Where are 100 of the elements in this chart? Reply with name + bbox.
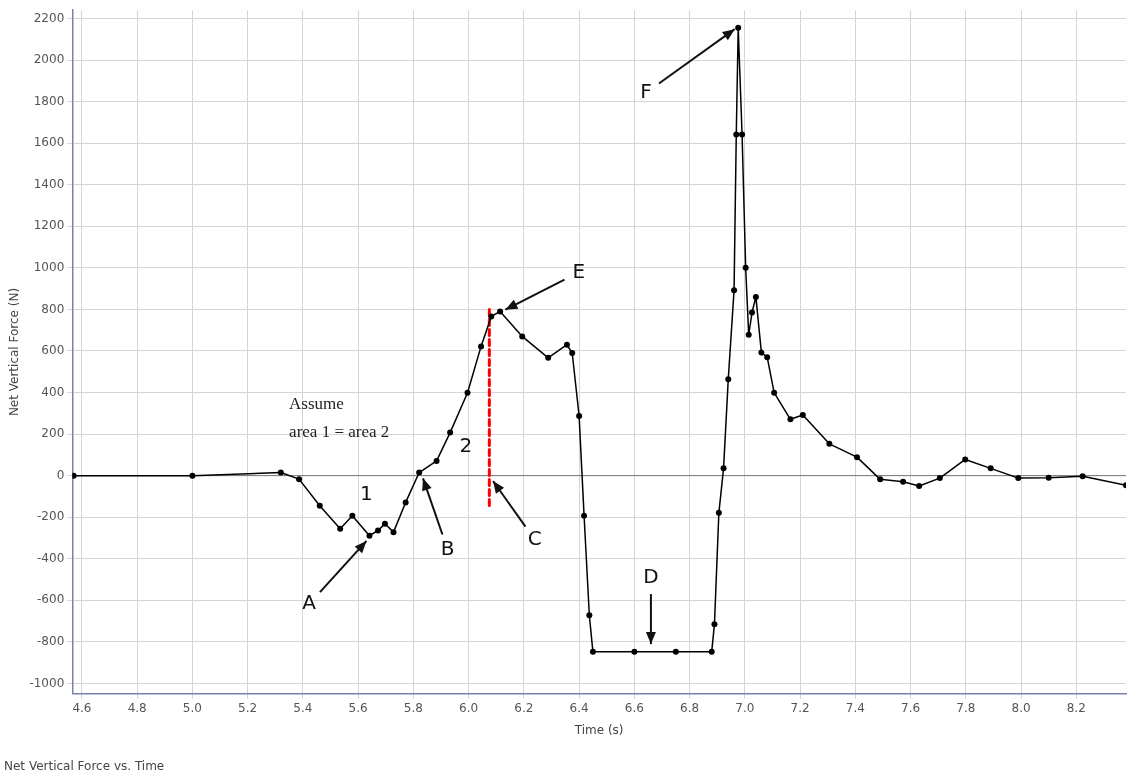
- x-tick-label: 5.4: [293, 701, 313, 716]
- point: [826, 440, 833, 447]
- point: [416, 469, 423, 476]
- point: [749, 309, 756, 316]
- x-tick-label: 8.0: [1011, 701, 1031, 716]
- annotation: C: [527, 525, 542, 550]
- y-tick-label: 2000: [33, 52, 65, 67]
- point: [1045, 474, 1052, 481]
- annotation: Assume area 1 = area 2: [289, 394, 390, 442]
- point: [936, 475, 943, 482]
- x-tick-label: 7.6: [901, 701, 921, 716]
- x-tick-label: 6.2: [514, 701, 534, 716]
- y-tick-label: 800: [41, 301, 65, 316]
- annotation: 2: [459, 433, 473, 458]
- point: [72, 472, 77, 479]
- annotation: D: [643, 564, 659, 589]
- point: [349, 512, 356, 519]
- y-tick-label: 2200: [33, 10, 65, 25]
- point: [1015, 475, 1022, 482]
- point: [189, 472, 196, 479]
- x-tick-label: 5.0: [182, 701, 202, 716]
- text: Net Vertical Force vs. Time: [4, 758, 165, 773]
- annotation: B: [440, 535, 455, 560]
- point: [771, 389, 778, 396]
- point: [720, 465, 727, 472]
- y-tick-label: -600: [37, 592, 65, 607]
- point: [739, 131, 746, 138]
- x-tick-label: 7.4: [845, 701, 865, 716]
- point: [787, 416, 794, 423]
- point: [464, 389, 471, 396]
- point: [725, 376, 732, 383]
- point: [375, 527, 382, 534]
- x-tick-label: 6.8: [680, 701, 700, 716]
- x-tick-label: 6.6: [624, 701, 644, 716]
- point: [519, 333, 526, 340]
- y-tick-label: 1800: [33, 93, 65, 108]
- point: [447, 429, 454, 436]
- point: [390, 529, 397, 536]
- x-tick-label: 7.2: [790, 701, 810, 716]
- point: [576, 413, 583, 419]
- point: [708, 648, 715, 655]
- point: [715, 509, 722, 516]
- y-tick-label: 600: [41, 343, 65, 358]
- annotation: E: [572, 258, 586, 283]
- point: [735, 24, 742, 31]
- annotation: 1: [360, 480, 373, 505]
- point: [581, 512, 588, 519]
- x-tick-label: 6.4: [569, 701, 589, 716]
- point: [764, 354, 771, 361]
- y-tick-label: 0: [56, 467, 65, 482]
- point: [711, 621, 718, 628]
- point: [672, 648, 679, 655]
- point: [799, 411, 806, 418]
- y-tick-label: -400: [37, 550, 65, 565]
- x-tick-label: 5.8: [403, 701, 423, 716]
- point: [758, 349, 765, 356]
- y-tick-label: 200: [41, 426, 65, 441]
- x-tick-label: 7.8: [956, 701, 976, 716]
- point: [733, 131, 740, 138]
- point: [277, 469, 284, 476]
- x-tick-label: 7.0: [735, 701, 755, 716]
- point: [987, 465, 994, 472]
- point: [337, 525, 344, 532]
- point: [962, 456, 969, 463]
- x-tick-label: 5.6: [348, 701, 368, 716]
- x-tick-label: 4.6: [72, 701, 92, 716]
- point: [478, 343, 485, 350]
- point: [586, 612, 593, 619]
- y-tick-label: -1000: [29, 675, 65, 690]
- y-tick-label: 1600: [33, 135, 65, 150]
- y-tick-label: -800: [37, 633, 65, 648]
- point: [900, 478, 907, 485]
- y-tick-label: 1000: [33, 259, 65, 274]
- point: [1079, 473, 1086, 480]
- point: [877, 476, 884, 483]
- annotation: F: [640, 79, 652, 104]
- x-tick-label: 8.2: [1066, 701, 1086, 716]
- point: [752, 293, 759, 300]
- point: [853, 454, 860, 461]
- point: [745, 331, 752, 338]
- point: [569, 350, 576, 357]
- point: [402, 499, 409, 506]
- y-axis-title: Net Vertical Force (N): [7, 287, 22, 417]
- point: [742, 264, 749, 271]
- point: [296, 476, 303, 483]
- point: [631, 648, 638, 655]
- point: [497, 308, 504, 315]
- point: [563, 341, 570, 348]
- x-tick-label: 4.8: [127, 701, 147, 716]
- y-tick-label: 1200: [33, 218, 65, 233]
- y-tick-label: 1400: [33, 176, 65, 191]
- point: [731, 287, 738, 294]
- y-tick-label: -200: [37, 509, 65, 524]
- x-tick-label: 6.0: [459, 701, 479, 716]
- point: [381, 520, 388, 527]
- point: [916, 483, 923, 490]
- point: [316, 502, 323, 509]
- point: [366, 532, 373, 539]
- y-tick-label: 400: [41, 384, 65, 399]
- point: [433, 457, 440, 464]
